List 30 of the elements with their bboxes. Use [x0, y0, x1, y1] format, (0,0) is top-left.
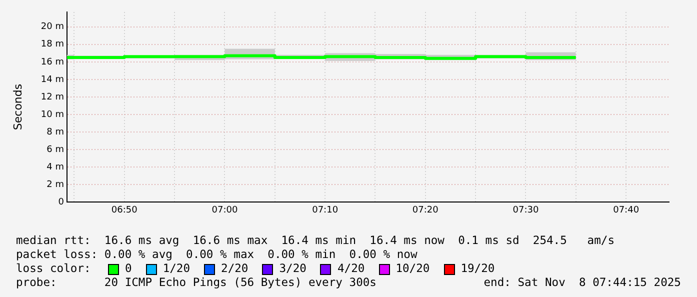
text: end: Sat Nov 8 07:44:15 2025 [484, 276, 681, 290]
y-tick-label: 8 m [46, 127, 64, 138]
text: 4/20 [337, 262, 365, 276]
y-tick-label: 0 [58, 197, 64, 208]
text: loss color: [16, 262, 92, 276]
x-tick-label: 07:10 [312, 206, 338, 216]
text: 2/20 [221, 262, 248, 276]
y-tick-label: 20 m [40, 22, 64, 32]
text: 0 [125, 262, 132, 276]
y-tick-label: 14 m [40, 74, 64, 85]
x-tick-label: 07:40 [613, 206, 640, 216]
y-axis-title: Seconds [11, 84, 24, 130]
y-tick-label: 4 m [46, 162, 64, 172]
y-tick-label: 16 m [40, 57, 64, 68]
text: probe: 20 ICMP Echo Pings (56 Bytes) every 300s [16, 276, 376, 290]
y-tick-label: 12 m [40, 92, 64, 102]
text: 3/20 [279, 262, 306, 276]
y-tick-label: 10 m [40, 110, 64, 120]
text: 10/20 [396, 262, 430, 276]
text: median rtt: 16.6 ms avg 16.6 ms max 16.4 ms min 16.4 ms now 0.1 ms sd 254.5 am/s [16, 234, 616, 248]
y-tick-label: 18 m [40, 40, 64, 50]
text: 19/20 [460, 262, 495, 276]
x-tick-label: 06:50 [111, 206, 138, 216]
text: packet loss: 0.00 % avg 0.00 % max 0.00 % min 0.00 % now [16, 248, 418, 262]
y-tick-label: 2 m [46, 180, 64, 190]
x-tick-label: 07:30 [512, 206, 539, 216]
x-tick-label: 07:00 [212, 206, 238, 216]
x-tick-label: 07:20 [412, 206, 439, 216]
text: 1/20 [162, 262, 190, 276]
y-tick-label: 6 m [46, 144, 64, 155]
